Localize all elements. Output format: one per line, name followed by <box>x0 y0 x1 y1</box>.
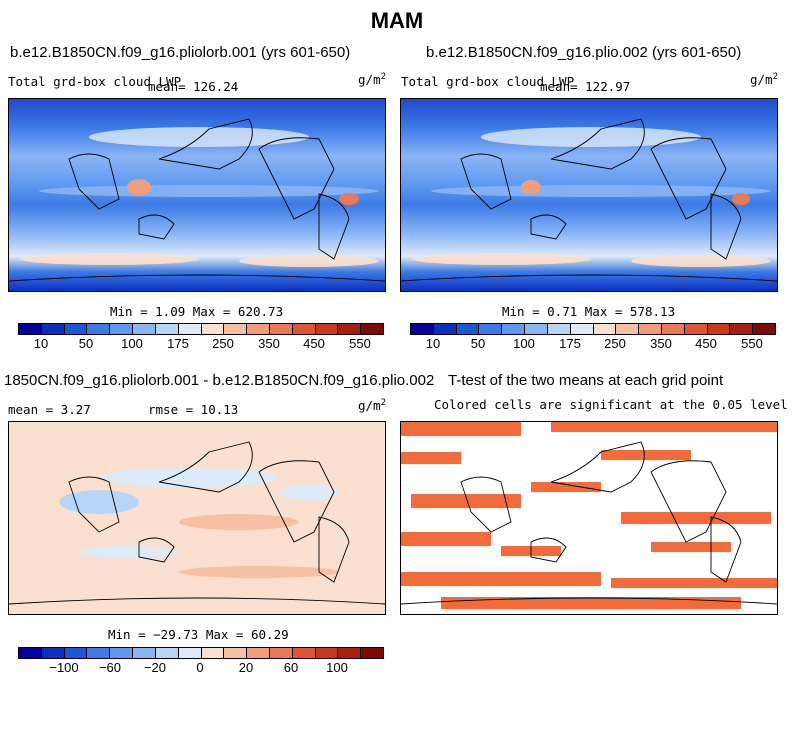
colorbar-tick-label: 550 <box>349 336 371 351</box>
colorbar-tick-label: 350 <box>650 336 672 351</box>
cbar-swatch <box>155 324 179 334</box>
cbar-swatch <box>411 324 434 334</box>
cbar-swatch <box>338 648 362 658</box>
cbar-swatch <box>247 648 270 658</box>
cbar-swatch <box>110 648 134 658</box>
panel2-colorbar <box>410 323 776 335</box>
colorbar-tick-label: 10 <box>425 336 441 351</box>
cbar-swatch <box>502 324 526 334</box>
cbar-swatch <box>479 324 503 334</box>
cbar-swatch <box>753 324 775 334</box>
panel1-map <box>8 98 386 292</box>
cbar-swatch <box>292 648 316 658</box>
panel2-map <box>400 98 778 292</box>
cbar-swatch <box>361 648 383 658</box>
cbar-swatch <box>224 324 248 334</box>
cbar-swatch <box>133 324 156 334</box>
colorbar-tick-label: 550 <box>741 336 763 351</box>
colorbar-tick-label: 0 <box>196 660 204 675</box>
cbar-swatch <box>64 324 88 334</box>
cbar-swatch <box>639 324 662 334</box>
colorbar-tick-label: 50 <box>470 336 486 351</box>
panel1-title: b.e12.B1850CN.f09_g16.pliolorb.001 (yrs … <box>10 44 351 61</box>
colorbar-tick-label: 10 <box>33 336 49 351</box>
cbar-swatch <box>133 648 156 658</box>
panel3-units: g/m2 <box>358 398 386 414</box>
panel3-colorbar <box>18 647 384 659</box>
cbar-swatch <box>707 324 731 334</box>
colorbar-tick-label: −60 <box>98 660 122 675</box>
figure-title: MAM <box>370 8 424 33</box>
cbar-swatch <box>110 324 134 334</box>
cbar-swatch <box>269 648 293 658</box>
colorbar-tick-label: 175 <box>167 336 189 351</box>
panel2-units: g/m2 <box>750 72 778 88</box>
cbar-swatch <box>433 324 457 334</box>
colorbar-tick-label: 100 <box>513 336 535 351</box>
panel1-mean: mean= 126.24 <box>148 79 239 94</box>
colorbar-tick-label: 350 <box>258 336 280 351</box>
cbar-swatch <box>616 324 640 334</box>
panel3-stats: Min = −29.73 Max = 60.29 <box>108 627 289 642</box>
cbar-swatch <box>661 324 685 334</box>
cbar-swatch <box>361 324 383 334</box>
cbar-swatch <box>338 324 362 334</box>
colorbar-tick-label: 100 <box>121 336 143 351</box>
panel4-title: T-test of the two means at each grid poi… <box>448 372 724 389</box>
cbar-swatch <box>178 648 202 658</box>
panel3-title: 1850CN.f09_g16.pliolorb.001 - b.e12.B185… <box>4 372 435 389</box>
cbar-swatch <box>41 324 65 334</box>
cbar-swatch <box>41 648 65 658</box>
panel2-stats: Min = 0.71 Max = 578.13 <box>502 304 676 319</box>
panel2-title: b.e12.B1850CN.f09_g16.plio.002 (yrs 601-… <box>426 44 742 61</box>
cbar-swatch <box>64 648 88 658</box>
cbar-swatch <box>201 648 225 658</box>
panel4-map <box>400 421 778 615</box>
panel2-mean: mean= 122.97 <box>540 79 631 94</box>
cbar-swatch <box>593 324 617 334</box>
cbar-swatch <box>315 648 339 658</box>
cbar-swatch <box>155 648 179 658</box>
cbar-swatch <box>525 324 548 334</box>
cbar-swatch <box>87 324 111 334</box>
panel3-rmse: rmse = 10.13 <box>148 402 239 417</box>
cbar-swatch <box>292 324 316 334</box>
cbar-swatch <box>456 324 480 334</box>
panel1-stats: Min = 1.09 Max = 620.73 <box>110 304 284 319</box>
colorbar-tick-label: 450 <box>695 336 717 351</box>
cbar-swatch <box>201 324 225 334</box>
panel1-units: g/m2 <box>358 72 386 88</box>
panel2-variable: Total grd-box cloud LWP <box>401 74 575 89</box>
cbar-swatch <box>684 324 708 334</box>
colorbar-tick-label: −100 <box>49 660 79 675</box>
panel3-map <box>8 421 386 615</box>
colorbar-tick-label: 250 <box>212 336 234 351</box>
colorbar-tick-label: 175 <box>559 336 581 351</box>
cbar-swatch <box>178 324 202 334</box>
colorbar-tick-label: 50 <box>78 336 94 351</box>
colorbar-tick-label: 450 <box>303 336 325 351</box>
cbar-swatch <box>87 648 111 658</box>
colorbar-tick-label: 20 <box>238 660 254 675</box>
colorbar-tick-label: 100 <box>326 660 348 675</box>
colorbar-tick-label: 60 <box>283 660 299 675</box>
cbar-swatch <box>315 324 339 334</box>
cbar-swatch <box>547 324 571 334</box>
colorbar-tick-label: 250 <box>604 336 626 351</box>
panel4-subtitle: Colored cells are significant at the 0.0… <box>434 397 788 412</box>
cbar-swatch <box>247 324 270 334</box>
cbar-swatch <box>570 324 594 334</box>
panel3-mean: mean = 3.27 <box>8 402 91 417</box>
colorbar-tick-label: −20 <box>143 660 167 675</box>
cbar-swatch <box>269 324 293 334</box>
cbar-swatch <box>224 648 248 658</box>
cbar-swatch <box>730 324 754 334</box>
panel1-colorbar <box>18 323 384 335</box>
cbar-swatch <box>19 324 42 334</box>
cbar-swatch <box>19 648 42 658</box>
panel1-variable: Total grd-box cloud LWP <box>8 74 182 89</box>
